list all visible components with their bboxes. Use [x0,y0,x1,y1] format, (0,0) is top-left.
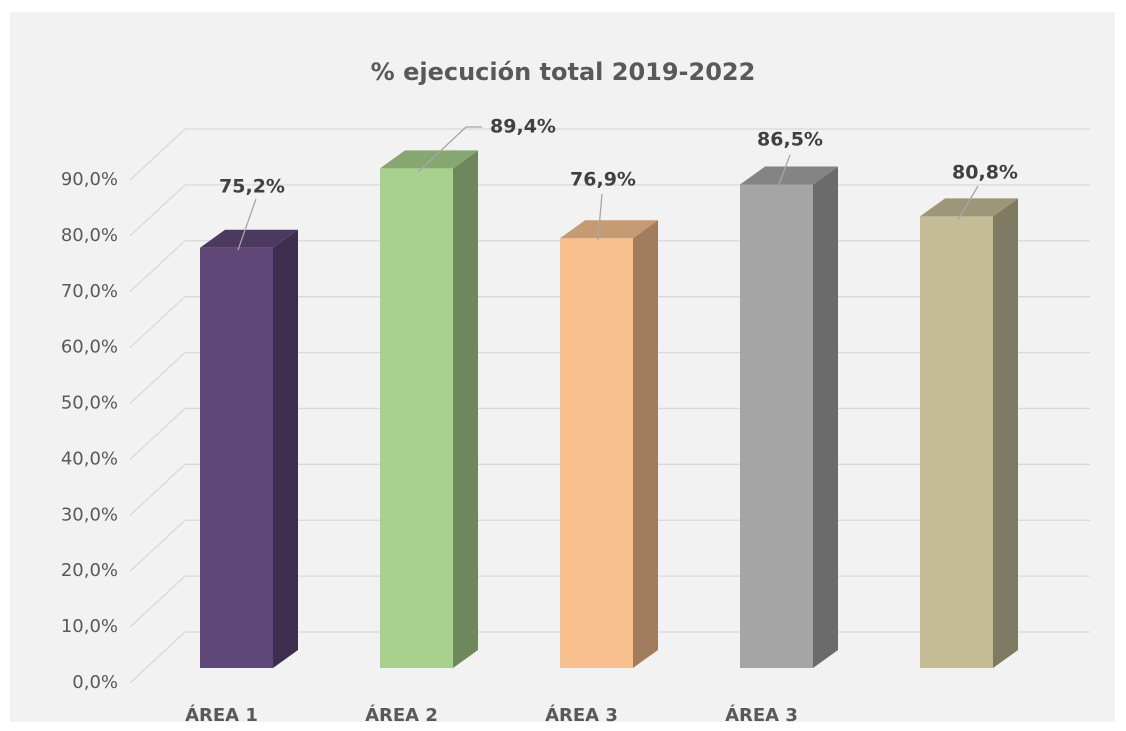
y-tick-label: 90,0% [61,169,118,190]
grid-line [129,128,1090,181]
bar-side [453,150,478,668]
bar-top [740,166,838,185]
bar [560,220,658,668]
bar [200,229,298,668]
y-tick-label: 40,0% [61,448,118,469]
bar-side [633,220,658,668]
leader-line [597,193,603,241]
bar-top [200,229,298,248]
x-tick-label: ÁREA 3 [545,704,618,726]
bar-top [920,198,1018,217]
leader-line [417,126,482,173]
y-tick-label: 80,0% [61,225,118,246]
value-label: 89,4% [490,116,556,138]
bar [380,150,478,668]
x-tick-label: ÁREA 1 [185,704,258,726]
y-tick-label: 0,0% [72,672,118,693]
leader-line [777,154,791,188]
x-tick-label: ÁREA 3 [725,704,798,726]
bar-top [380,150,478,169]
bar [920,198,1018,668]
value-label: 75,2% [219,176,285,198]
y-tick-label: 30,0% [61,504,118,525]
bar-side [813,166,838,669]
bar-front [200,247,273,668]
bar-front [740,184,813,669]
leader-line [237,198,257,251]
bar [740,166,838,669]
y-tick-label: 60,0% [61,337,118,358]
bar-top [560,220,658,239]
bar-side [993,198,1018,668]
bar-front [380,168,453,668]
bar-side [273,229,298,668]
y-tick-label: 70,0% [61,281,118,302]
value-label: 80,8% [952,162,1018,184]
value-label: 86,5% [757,129,823,151]
x-tick-label: ÁREA 2 [365,704,438,726]
y-tick-label: 10,0% [61,616,118,637]
bar-front [560,238,633,668]
bar-front [920,216,993,668]
leader-line [957,185,979,221]
y-tick-label: 50,0% [61,393,118,414]
chart-title: % ejecución total 2019-2022 [371,58,756,86]
y-tick-label: 20,0% [61,560,118,581]
value-label: 76,9% [570,169,636,191]
